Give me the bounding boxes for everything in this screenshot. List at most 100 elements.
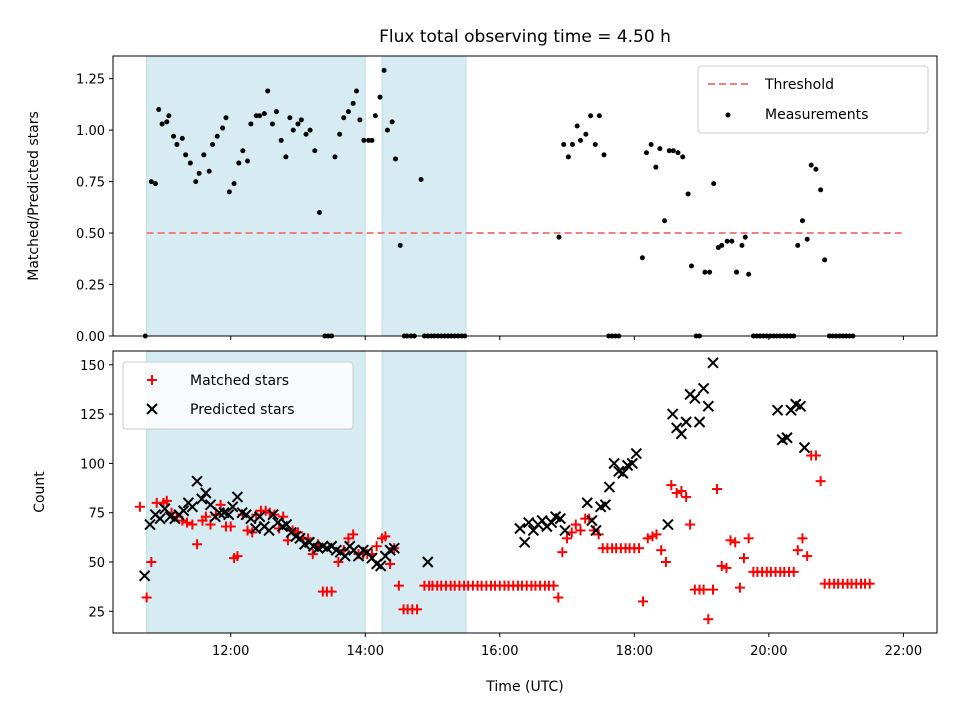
matched-star-point: [187, 519, 198, 530]
measurement-point: [822, 257, 828, 263]
observing-interval-2: [381, 55, 467, 337]
measurement-point: [187, 160, 193, 166]
bottom-x-axis-ticks: 12:00 14:00 16:00 18:00 20:00 22:00: [212, 633, 922, 659]
measurement-point: [265, 88, 271, 94]
matched-star-point: [570, 519, 581, 530]
matched-star-point: [642, 533, 653, 544]
predicted-star-point: [388, 542, 400, 554]
predicted-star-point: [514, 522, 526, 535]
matched-star-point: [730, 537, 741, 548]
matched-star-point: [307, 549, 318, 560]
top-y-axis-ticks: 0.00 0.25 0.50 0.75 1.00 1.25: [76, 73, 113, 345]
matched-star-point: [734, 582, 745, 593]
measurement-point: [729, 238, 735, 244]
measurement-point: [196, 170, 202, 176]
matched-star-point: [232, 551, 243, 562]
measurement-point: [231, 181, 237, 187]
predicted-star-point: [231, 491, 244, 503]
matched-star-point: [181, 517, 192, 528]
measurement-point: [226, 189, 232, 195]
measurement-point: [273, 109, 279, 115]
measurement-point: [174, 142, 180, 148]
measurement-point: [179, 135, 185, 141]
bottom-y-axis-ticks: 25 50 75 100 125 150: [80, 359, 113, 620]
predicted-star-point: [794, 400, 807, 412]
measurement-point: [261, 111, 267, 117]
measurement-points: [142, 67, 856, 339]
y-tick-label: 100: [80, 457, 105, 472]
matched-star-point: [562, 533, 573, 544]
predicted-star-point: [630, 447, 643, 460]
measurement-point: [381, 67, 387, 73]
measurement-point: [397, 242, 403, 248]
matched-star-point: [815, 476, 826, 487]
matched-star-point: [656, 545, 667, 556]
measurement-point: [357, 117, 363, 123]
matched-star-point: [698, 584, 709, 595]
y-tick-label: 0.00: [76, 330, 105, 345]
measurement-point: [666, 148, 672, 154]
predicted-star-point: [617, 467, 629, 479]
legend-predicted-swatch: [146, 403, 158, 415]
predicted-star-point: [191, 475, 203, 487]
matched-star-point: [242, 525, 253, 536]
predicted-star-point: [339, 550, 351, 562]
measurement-point: [643, 150, 649, 156]
top-legend: Threshold Measurements: [697, 65, 929, 134]
measurement-point: [556, 234, 562, 240]
measurement-point: [389, 119, 395, 125]
measurement-point: [418, 177, 424, 183]
measurement-point: [269, 121, 275, 127]
measurement-point: [384, 127, 390, 133]
predicted-star-point: [249, 522, 262, 535]
matched-star-point: [666, 480, 677, 491]
predicted-star-point: [375, 560, 387, 572]
measurement-point: [159, 121, 165, 127]
matched-star-point: [371, 541, 382, 552]
predicted-star-point: [422, 556, 434, 568]
measurement-point: [210, 142, 216, 148]
measurement-point: [278, 137, 284, 143]
measurement-point: [245, 158, 251, 164]
matched-star-point: [225, 521, 236, 532]
measurement-point: [583, 131, 589, 137]
bottom-legend-box: [122, 361, 354, 430]
measurement-point: [680, 154, 686, 160]
measurement-point: [711, 181, 717, 187]
measurement-point: [303, 131, 309, 137]
measurement-point: [795, 242, 801, 248]
predicted-star-point: [697, 382, 710, 395]
y-tick-label: 0.25: [76, 279, 105, 294]
matched-star-point: [716, 560, 727, 571]
matched-star-point: [810, 450, 821, 461]
predicted-star-point: [680, 416, 692, 428]
y-tick-label: 0.75: [76, 176, 105, 191]
top-plot-frame: [112, 55, 938, 337]
measurement-point: [171, 133, 177, 139]
matched-star-point: [685, 519, 696, 530]
matched-star-point: [651, 529, 662, 540]
measurement-point: [332, 154, 338, 160]
predicted-star-point: [798, 441, 811, 454]
x-tick-label: 20:00: [750, 644, 787, 659]
measurement-point: [214, 133, 220, 139]
legend-matched-label: Matched stars: [190, 373, 289, 389]
measurement-point: [707, 269, 713, 275]
predicted-star-point: [590, 524, 602, 537]
predicted-star-point: [626, 457, 638, 470]
x-tick-label: 18:00: [616, 644, 653, 659]
predicted-star-point: [159, 503, 171, 515]
y-tick-label: 150: [80, 359, 105, 374]
chart-title: Flux total observing time = 4.50 h: [379, 27, 671, 47]
matched-star-point: [708, 584, 719, 595]
measurement-point: [685, 191, 691, 197]
measurement-point: [236, 160, 242, 166]
predicted-star-point: [702, 400, 715, 412]
predicted-star-point: [581, 497, 593, 509]
measurement-point: [739, 242, 745, 248]
matched-star-point: [681, 491, 692, 502]
matched-star-point: [134, 501, 145, 512]
legend-measurements-swatch: [725, 112, 731, 118]
measurement-point: [312, 148, 318, 154]
matched-star-point: [333, 557, 344, 568]
